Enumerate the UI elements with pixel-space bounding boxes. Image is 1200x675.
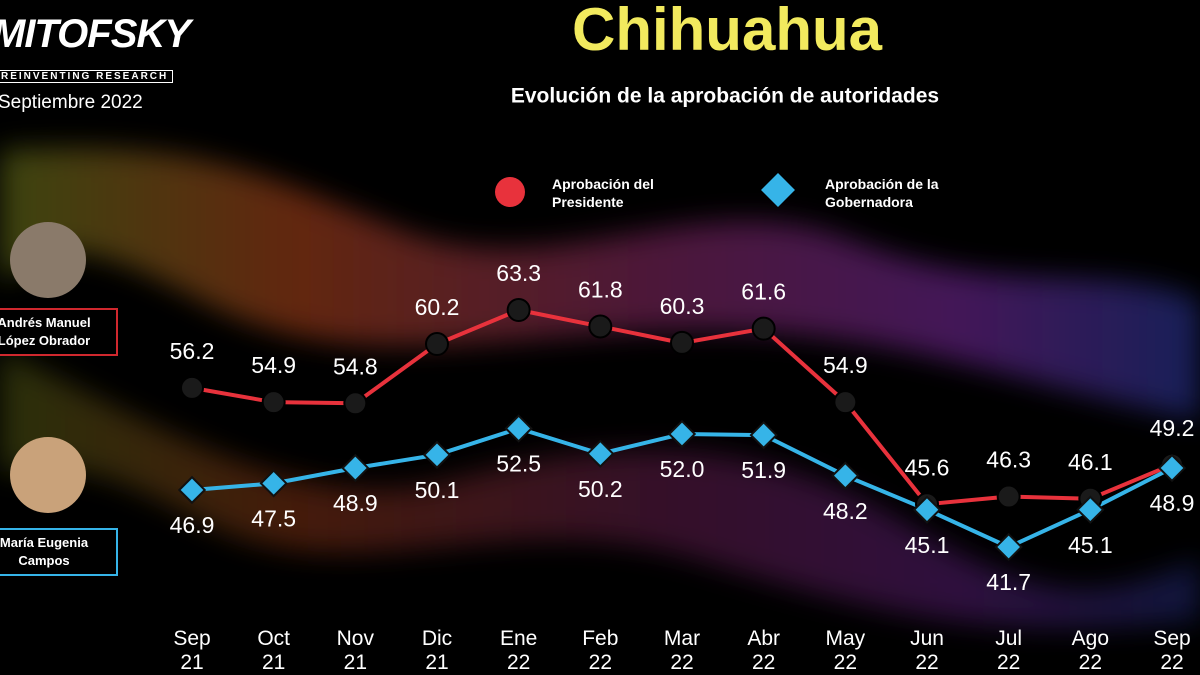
point-marker [261, 390, 286, 415]
point-marker [831, 461, 860, 490]
point-marker [996, 484, 1021, 509]
person-label: María Eugenia Campos [0, 528, 118, 576]
value-label: 52.0 [660, 456, 705, 482]
x-tick-label: Nov 21 [336, 627, 374, 674]
x-tick-label: Mar 22 [663, 627, 701, 674]
x-tick-label: Jun 22 [910, 627, 944, 674]
logo-tagline: REINVENTING RESEARCH [0, 70, 174, 83]
photo-governor [10, 437, 86, 513]
x-tick-label: May 22 [825, 627, 866, 674]
person-label: Andrés Manuel López Obrador [0, 308, 118, 356]
value-label: 63.3 [496, 260, 541, 286]
photo-president [10, 222, 86, 298]
point-marker [177, 475, 207, 505]
value-label: 41.7 [986, 569, 1031, 595]
value-label: 47.5 [251, 505, 296, 531]
x-tick-label: Feb 22 [582, 627, 619, 674]
x-tick-label: Dic 21 [421, 627, 453, 674]
x-tick-label: Abr 22 [747, 627, 780, 674]
value-label: 45.6 [905, 454, 950, 480]
value-label: 52.5 [496, 451, 541, 477]
value-label: 56.2 [170, 338, 215, 364]
point-marker [667, 419, 697, 449]
value-label: 46.1 [1068, 449, 1113, 475]
point-marker [180, 375, 204, 400]
value-label: 49.2 [1150, 415, 1195, 441]
value-label: 48.2 [823, 498, 868, 524]
x-tick-label: Ene 22 [499, 627, 538, 674]
legend-marker [495, 177, 525, 207]
legend-label: Aprobación del Presidente [552, 176, 654, 210]
point-marker [343, 391, 368, 416]
point-marker [422, 440, 452, 469]
point-marker [833, 390, 858, 415]
logo: MITOFSKY [0, 12, 191, 56]
value-label: 54.9 [823, 352, 868, 378]
value-label: 60.2 [415, 294, 460, 320]
point-marker [1076, 495, 1105, 524]
point-marker [1157, 453, 1187, 483]
point-marker [749, 420, 778, 450]
value-label: 50.1 [415, 477, 460, 503]
point-marker [994, 532, 1023, 562]
point-marker [341, 453, 370, 483]
value-label: 48.9 [1150, 490, 1195, 516]
x-tick-label: Sep 22 [1153, 627, 1191, 674]
point-marker [425, 332, 449, 357]
point-marker [588, 314, 613, 339]
point-marker [259, 469, 288, 498]
x-tick-label: Jul 22 [995, 627, 1023, 674]
point-marker [751, 316, 776, 341]
value-label: 48.9 [333, 490, 378, 516]
value-label: 50.2 [578, 476, 623, 502]
point-marker [912, 495, 942, 524]
x-tick-label: Ago 22 [1071, 627, 1110, 674]
point-marker [670, 330, 694, 355]
value-label: 60.3 [660, 293, 705, 319]
value-label: 45.1 [905, 532, 950, 558]
point-marker [506, 298, 531, 322]
value-label: 46.9 [170, 512, 215, 538]
value-label: 54.8 [333, 353, 378, 379]
legend-marker [761, 173, 795, 207]
value-label: 61.6 [741, 279, 786, 305]
point-marker [586, 439, 615, 468]
x-tick-label: Sep 21 [173, 627, 211, 674]
x-tick-label: Oct 21 [257, 627, 290, 674]
value-label: 54.9 [251, 352, 296, 378]
value-label: 61.8 [578, 277, 623, 303]
chart-subtitle: Evolución de la aprobación de autoridade… [511, 85, 939, 108]
value-label: 45.1 [1068, 532, 1113, 558]
point-marker [504, 414, 533, 443]
value-label: 46.3 [986, 447, 1031, 473]
chart-title: Chihuahua [572, 0, 883, 63]
background-waves [0, 148, 1200, 628]
date: Septiembre 2022 [0, 92, 143, 113]
legend-label: Aprobación de la Gobernadora [825, 176, 939, 210]
value-label: 51.9 [741, 457, 786, 483]
